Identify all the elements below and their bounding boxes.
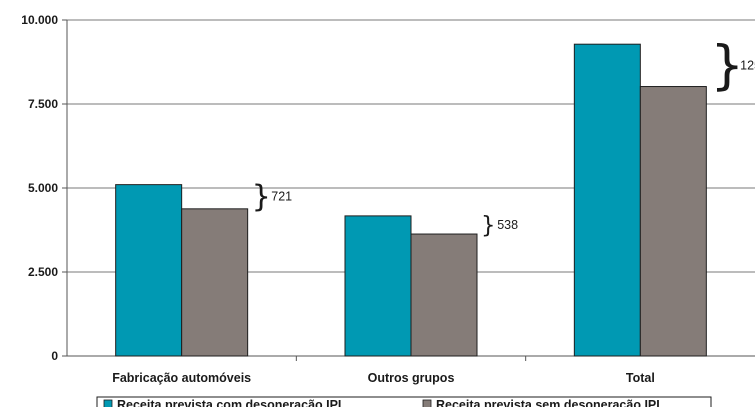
y-tick-label: 2.500 <box>28 265 58 279</box>
category-label: Outros grupos <box>368 371 455 385</box>
legend-label: Receita prevista com desoneração IPI <box>117 398 341 407</box>
difference-label: 538 <box>497 218 518 232</box>
bar <box>181 208 249 357</box>
y-tick-label: 5.000 <box>28 181 58 195</box>
y-tick-label: 0 <box>51 349 58 363</box>
legend-box <box>96 396 712 407</box>
legend-swatch <box>422 399 432 407</box>
bar <box>573 43 641 357</box>
bar <box>410 233 478 357</box>
difference-label: 1258 <box>740 58 755 72</box>
category-labels: Fabricação automóveis Outros grupos Total <box>112 371 655 385</box>
category-label: Fabricação automóveis <box>112 371 251 385</box>
category-label: Total <box>626 371 655 385</box>
difference-brace: } <box>710 35 744 96</box>
difference-brace: } <box>481 212 495 238</box>
y-tick-label: 10.000 <box>21 13 58 27</box>
bars <box>115 43 707 357</box>
bar <box>344 215 412 357</box>
y-tick-label: 7.500 <box>28 97 58 111</box>
legend-label: Receita prevista sem desoneração IPI <box>436 398 660 407</box>
difference-brace: } <box>252 180 271 215</box>
bar <box>639 86 707 357</box>
legend-swatch <box>103 399 113 407</box>
difference-label: 721 <box>271 190 292 204</box>
bar <box>115 184 183 357</box>
annotations: }721}538}1258 <box>252 35 755 239</box>
legend: Receita prevista com desoneração IPI Rece… <box>96 396 712 407</box>
